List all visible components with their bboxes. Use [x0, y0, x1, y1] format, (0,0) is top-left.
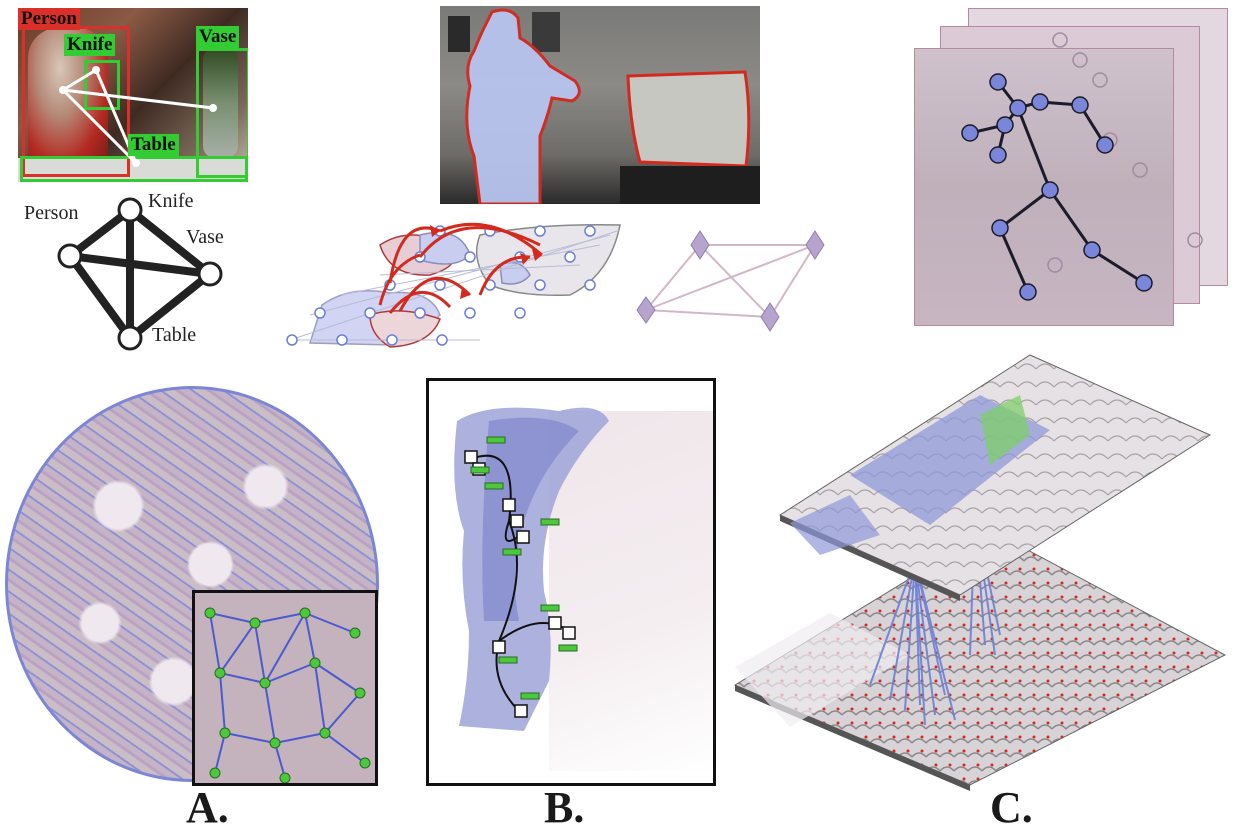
tag-person: Person	[18, 8, 80, 30]
wall-frame-2	[532, 12, 560, 52]
video-segmentation-panel	[280, 0, 840, 360]
panel-label-b: B.	[544, 783, 585, 832]
tag-table: Table	[128, 134, 179, 156]
wall-frame	[448, 16, 470, 52]
region-graph	[286, 222, 621, 348]
slide-tissue	[454, 407, 609, 731]
graph-node-table	[117, 325, 143, 351]
panel-b	[426, 378, 716, 786]
panel-c	[730, 354, 1230, 791]
node-label-vase: Vase	[186, 226, 224, 248]
scene-photo: Person Knife Vase Table	[18, 8, 248, 182]
scene-graph	[57, 197, 223, 351]
vase-bbox	[196, 48, 248, 178]
skeleton-overlay	[961, 32, 1203, 301]
object-scene-panel: Person Knife Vase Table Person Knife Vas…	[18, 8, 250, 358]
panel-a	[0, 380, 380, 786]
graph-node-vase	[197, 261, 223, 287]
tag-vase: Vase	[196, 26, 240, 48]
diamond-graph	[636, 230, 825, 332]
inset-cell-graph	[204, 607, 371, 783]
graph-node-person	[57, 243, 83, 269]
graph-node-knife	[117, 197, 143, 223]
vase-figure	[203, 48, 238, 158]
node-label-knife: Knife	[148, 190, 194, 212]
zoom-inset	[192, 590, 378, 786]
video-overlay	[465, 8, 760, 204]
video-frame	[440, 6, 760, 204]
stacked-layers	[733, 354, 1227, 791]
pose-panel	[910, 0, 1230, 330]
tissue-slide-faint	[549, 411, 713, 771]
knife-bbox	[84, 60, 120, 110]
node-label-table: Table	[152, 324, 197, 346]
node-label-person: Person	[24, 202, 79, 224]
tag-knife: Knife	[64, 34, 116, 56]
panel-label-c: C.	[990, 783, 1033, 832]
panel-label-a: A.	[186, 783, 229, 832]
